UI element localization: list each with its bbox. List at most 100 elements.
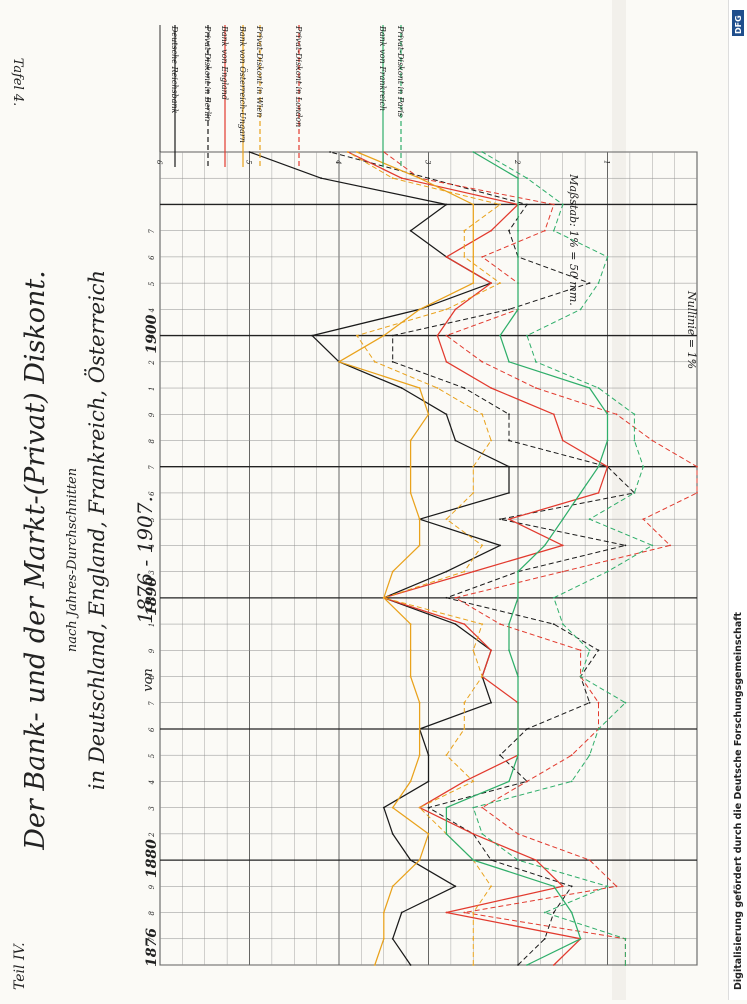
series-point <box>472 937 475 940</box>
series-point <box>517 256 519 258</box>
credit-strip-svg: Digitalisierung gefördert durch die Deut… <box>732 10 744 990</box>
year-label-group: 1900 <box>144 314 160 353</box>
series-point <box>382 334 385 337</box>
year-digit: 1 <box>148 623 156 627</box>
series-point <box>517 177 519 180</box>
year-digit-group: 8 <box>148 675 156 680</box>
series-point <box>588 518 591 521</box>
series-point <box>409 675 412 678</box>
series-point <box>490 885 492 888</box>
legend-label: Bank von Österreich-Ungarn <box>238 25 247 143</box>
series-point <box>445 308 448 311</box>
series-point <box>570 911 573 914</box>
series-point <box>382 937 385 940</box>
legend-entry: Bank von England <box>220 25 229 100</box>
series-point <box>320 177 322 180</box>
series-point <box>517 596 519 599</box>
series-line-8 <box>472 151 653 965</box>
series-point <box>588 754 591 757</box>
series-point <box>597 701 600 704</box>
series-point <box>472 911 475 914</box>
series-point <box>508 465 510 468</box>
percent-tick-group: 1 <box>603 160 611 164</box>
year-digit: 5 <box>148 281 156 286</box>
series-point <box>472 492 475 494</box>
series-point <box>445 203 448 206</box>
series-point <box>543 544 546 547</box>
legend-entry: Privat-Diskont in Berlin <box>203 25 212 122</box>
series-point <box>517 859 519 861</box>
percent-tick: 2 <box>513 159 521 165</box>
series-line-3 <box>347 151 609 966</box>
plate-label: Tafel 4. <box>10 58 25 107</box>
series-point <box>418 544 421 547</box>
series-line-6 <box>347 151 501 965</box>
series-point <box>481 413 484 416</box>
year-label: 1900 <box>144 314 160 353</box>
year-digit: 4 <box>148 544 156 549</box>
series-point <box>427 754 430 757</box>
series-point <box>552 596 555 599</box>
year-digit: 7 <box>148 701 156 706</box>
series-point <box>499 544 501 547</box>
series-point <box>391 570 394 573</box>
year-digit-group: 4 <box>148 308 156 313</box>
series-point <box>445 334 448 337</box>
series-point <box>481 151 484 153</box>
dfg-logo-text: DFG <box>734 15 743 34</box>
series-point <box>391 806 394 809</box>
series-point <box>588 649 591 652</box>
series-point <box>454 439 457 442</box>
legend-entry: Privat-Diskont in Wien <box>255 25 264 117</box>
series-point <box>526 728 528 730</box>
legend-entry: Bank von Österreich-Ungarn <box>238 25 247 143</box>
series-point <box>409 492 412 494</box>
series-point <box>552 203 555 206</box>
fold-shadow <box>612 0 626 1000</box>
series-point <box>526 203 528 206</box>
year-digit: 5 <box>148 753 156 758</box>
year-digit-group: 3 <box>148 334 156 339</box>
legend: Deutsche Reichsbank Privat-Diskont in Ber… <box>170 25 405 167</box>
series-point <box>472 282 475 284</box>
legend-label: Deutsche Reichsbank <box>170 25 179 114</box>
series-point <box>669 544 671 547</box>
year-digit: 6 <box>148 255 156 260</box>
series-point <box>543 229 546 232</box>
series-point <box>418 701 421 704</box>
series-point <box>490 649 492 652</box>
series-point <box>472 649 475 652</box>
scale-note-block: Maßstab: 1% = 50 mm. <box>567 173 580 306</box>
series-point <box>472 203 475 206</box>
series-point <box>472 256 475 258</box>
series-point <box>490 229 492 232</box>
series-point <box>508 439 510 442</box>
year-digit: 9 <box>148 412 156 417</box>
year-digit-group: 1 <box>148 623 156 627</box>
series-point <box>561 570 564 573</box>
series-point <box>400 911 403 914</box>
series-point <box>418 806 421 809</box>
series-point <box>248 151 251 153</box>
series-point <box>409 439 412 442</box>
series-point <box>606 465 609 468</box>
year-label-group: 1880 <box>144 839 160 878</box>
page-regions: in Deutschland, England, Frankreich, Öst… <box>84 270 109 790</box>
series-point <box>588 282 591 284</box>
series-point <box>454 308 457 311</box>
series-point <box>427 780 430 783</box>
year-digit-group: 6 <box>148 255 156 260</box>
series-point <box>499 623 501 625</box>
series-point <box>597 282 600 284</box>
series-line-4 <box>383 151 698 965</box>
series-point <box>517 728 519 730</box>
series-point <box>579 675 582 678</box>
series-point <box>329 151 331 153</box>
scale-note: Maßstab: 1% = 50 mm. <box>567 173 580 306</box>
series-point <box>472 229 475 232</box>
year-digit: 5 <box>148 517 156 522</box>
series-point <box>588 387 591 389</box>
series-point <box>597 387 600 389</box>
series-point <box>463 229 466 232</box>
series-layer <box>248 151 698 966</box>
